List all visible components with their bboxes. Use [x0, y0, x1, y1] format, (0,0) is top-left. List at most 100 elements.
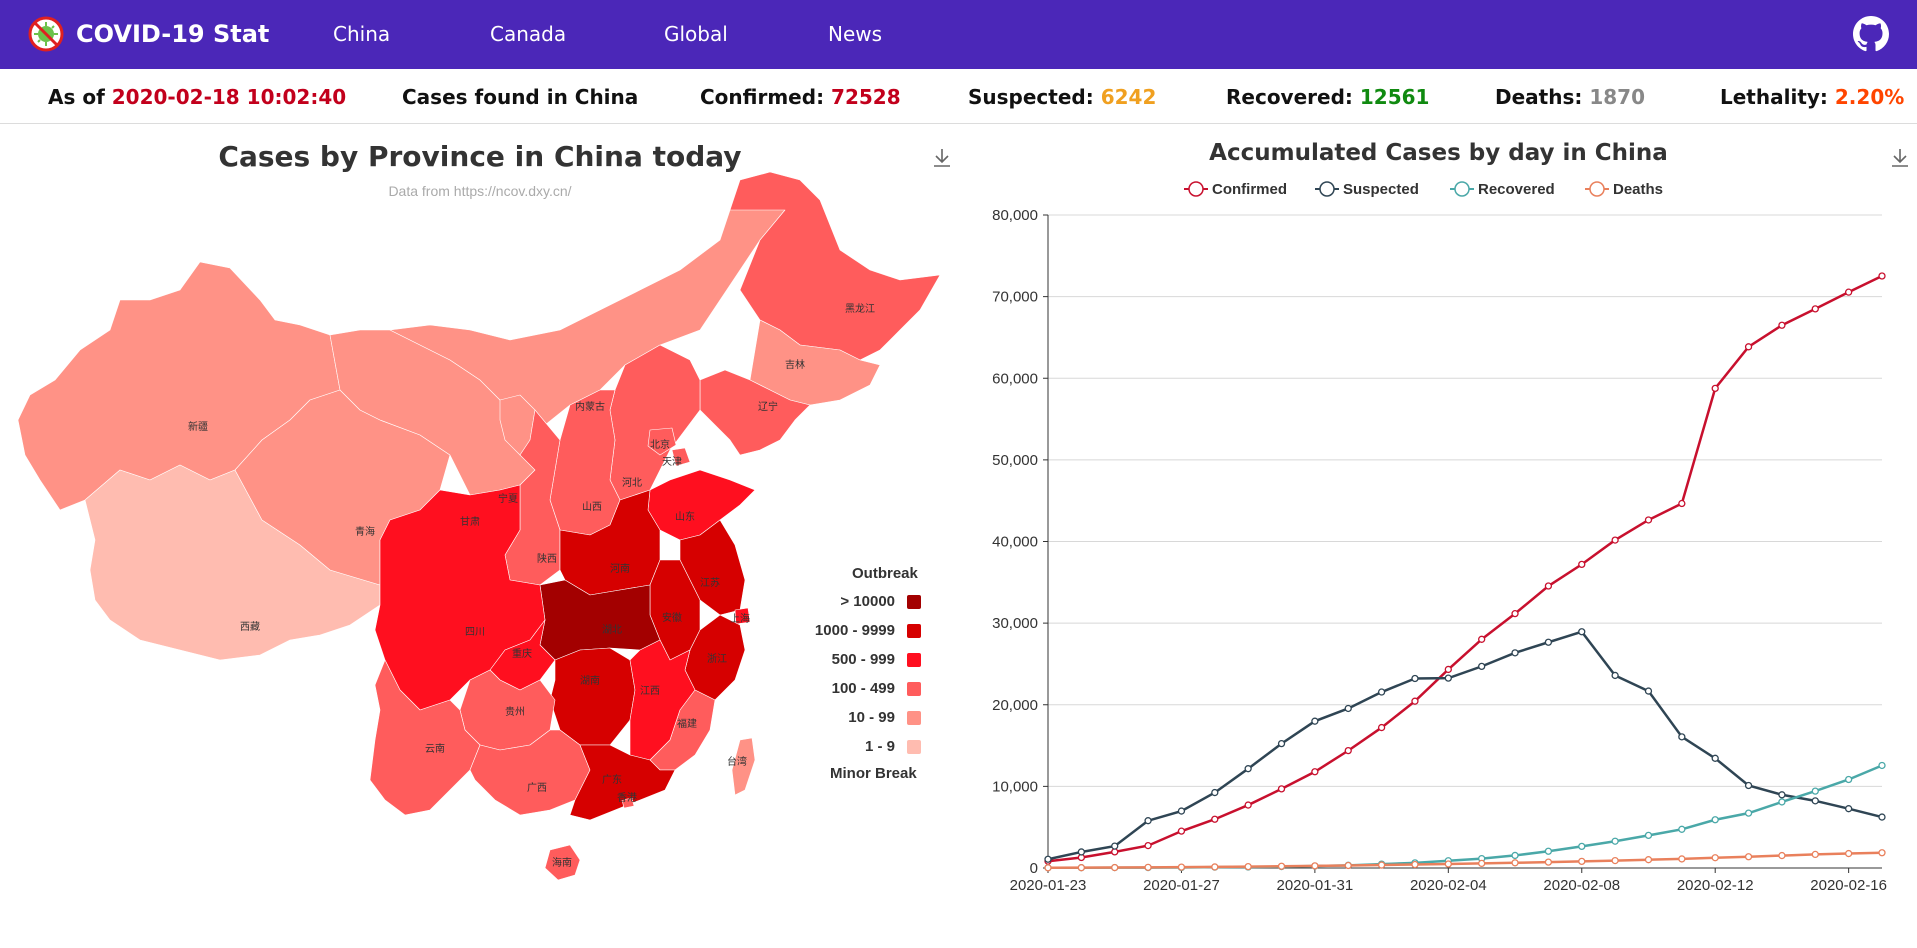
nav-canada[interactable]: Canada: [490, 22, 567, 46]
lethality-value: 2.20%: [1834, 85, 1905, 109]
data-point: [1478, 635, 1486, 643]
nav-china[interactable]: China: [333, 22, 391, 46]
deaths-value: 1870: [1589, 85, 1646, 109]
y-tick-label: 60,000: [992, 370, 1038, 387]
label-heilongjiang: 黑龙江: [845, 302, 875, 315]
map-subtitle: Data from https://ncov.dxy.cn/: [388, 183, 572, 199]
province-liaoning[interactable]: [699, 369, 811, 456]
series-line-deaths: [1047, 851, 1883, 870]
legend-item[interactable]: 1 - 9: [864, 738, 895, 755]
data-point: [1778, 851, 1786, 860]
data-point: [1878, 272, 1886, 280]
download-icon[interactable]: [930, 146, 954, 170]
data-point: [1611, 856, 1619, 865]
data-point: [1744, 781, 1753, 790]
chart-title: Accumulated Cases by day in China: [1209, 140, 1668, 166]
province-hongkong[interactable]: [621, 797, 635, 809]
data-point: [1277, 785, 1286, 793]
data-point: [1144, 841, 1152, 850]
deaths-stat: Deaths: 1870: [1495, 85, 1645, 109]
province-yunnan[interactable]: [369, 659, 481, 816]
suspected-value: 6242: [1100, 85, 1157, 109]
github-icon[interactable]: [1853, 16, 1889, 52]
y-tick-label: 80,000: [992, 207, 1038, 224]
line-chart: 0 10,000 20,000 30,000 40,000 50,000 60,000 70,…: [992, 181, 1887, 894]
x-tick-label: 2020-02-12: [1677, 877, 1754, 894]
legend-swatch[interactable]: [907, 682, 921, 696]
lethality-stat: Lethality: 2.20%: [1720, 85, 1904, 109]
data-point: [1744, 343, 1753, 351]
data-point: [1678, 855, 1686, 863]
province-hainan[interactable]: [544, 844, 581, 881]
data-point: [1411, 674, 1419, 683]
nav-news[interactable]: News: [828, 22, 883, 46]
label-henan: 河南: [610, 562, 630, 575]
province-hunan[interactable]: [549, 647, 636, 746]
label-hebei: 河北: [622, 477, 642, 489]
as-of-value: 2020-02-18 10:02:40: [111, 85, 347, 109]
data-point: [1544, 858, 1553, 866]
nav-global[interactable]: Global: [664, 22, 728, 46]
label-sichuan: 四川: [465, 627, 485, 638]
y-tick-label: 70,000: [992, 289, 1038, 306]
data-point: [1044, 855, 1052, 863]
legend-marker: [1589, 181, 1605, 197]
data-point: [1711, 854, 1719, 862]
data-point: [1511, 609, 1519, 618]
province-tianjin[interactable]: [671, 447, 691, 467]
data-point: [1844, 288, 1853, 296]
province-shanghai[interactable]: [734, 607, 751, 625]
confirmed-stat: Confirmed: 72528: [700, 85, 901, 109]
data-point: [1811, 305, 1819, 313]
suspected-label: Suspected:: [968, 85, 1094, 109]
province-shandong[interactable]: [647, 469, 756, 541]
legend-label: Deaths: [1613, 181, 1663, 198]
data-point: [1244, 862, 1252, 871]
series-line-confirmed: [1047, 274, 1883, 863]
chart-download-icon[interactable]: [1888, 146, 1912, 170]
legend-item[interactable]: 500 - 999: [831, 651, 895, 668]
legend-swatch[interactable]: [907, 653, 921, 667]
data-point: [1778, 798, 1786, 806]
label-hainan: 海南: [552, 856, 572, 869]
legend-item[interactable]: 1000 - 9999: [814, 622, 895, 639]
legend-item[interactable]: 100 - 499: [831, 680, 895, 697]
data-point: [1344, 746, 1352, 755]
province-tibet[interactable]: [84, 464, 381, 661]
data-point: [1711, 754, 1719, 762]
label-shandong: 山东: [675, 510, 695, 523]
province-beijing[interactable]: [647, 427, 677, 456]
data-point: [1611, 536, 1619, 544]
legend-swatch[interactable]: [907, 624, 921, 638]
data-point: [1544, 847, 1553, 855]
legend-swatch[interactable]: [907, 595, 921, 609]
map-title: Cases by Province in China today: [218, 140, 742, 173]
brand[interactable]: COVID-19 Stat: [28, 16, 269, 52]
province-heilongjiang[interactable]: [729, 171, 941, 361]
data-point: [1578, 560, 1586, 569]
label-anhui: 安徽: [662, 611, 682, 624]
data-point: [1111, 842, 1119, 850]
legend-swatch[interactable]: [907, 740, 921, 754]
data-point: [1177, 807, 1186, 815]
data-point: [1678, 499, 1686, 508]
data-point: [1578, 628, 1586, 636]
legend-item[interactable]: 10 - 99: [848, 709, 895, 726]
data-point: [1244, 765, 1252, 773]
recovered-value: 12561: [1359, 85, 1430, 109]
data-point: [1511, 851, 1519, 860]
legend-marker: [1188, 181, 1204, 197]
series-line-suspected: [1047, 630, 1883, 861]
province-taiwan[interactable]: [731, 737, 756, 796]
label-guizhou: 贵州: [505, 705, 525, 718]
data-point: [1844, 805, 1853, 813]
x-tick-label: 2020-02-16: [1810, 877, 1887, 894]
province-guangdong[interactable]: [569, 744, 676, 821]
legend-swatch[interactable]: [907, 711, 921, 725]
x-tick-label: 2020-02-08: [1543, 877, 1620, 894]
label-tibet: 西藏: [240, 621, 260, 633]
label-hongkong: 香港: [617, 792, 637, 804]
y-tick-label: 30,000: [992, 615, 1038, 632]
series-line-recovered: [1047, 764, 1883, 869]
legend-item[interactable]: > 10000: [840, 593, 895, 610]
